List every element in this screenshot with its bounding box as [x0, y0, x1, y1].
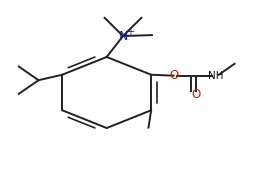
Text: O: O — [169, 69, 178, 82]
Text: +: + — [126, 27, 134, 37]
Text: N: N — [118, 30, 128, 43]
Text: O: O — [191, 88, 201, 101]
Text: NH: NH — [208, 71, 223, 81]
